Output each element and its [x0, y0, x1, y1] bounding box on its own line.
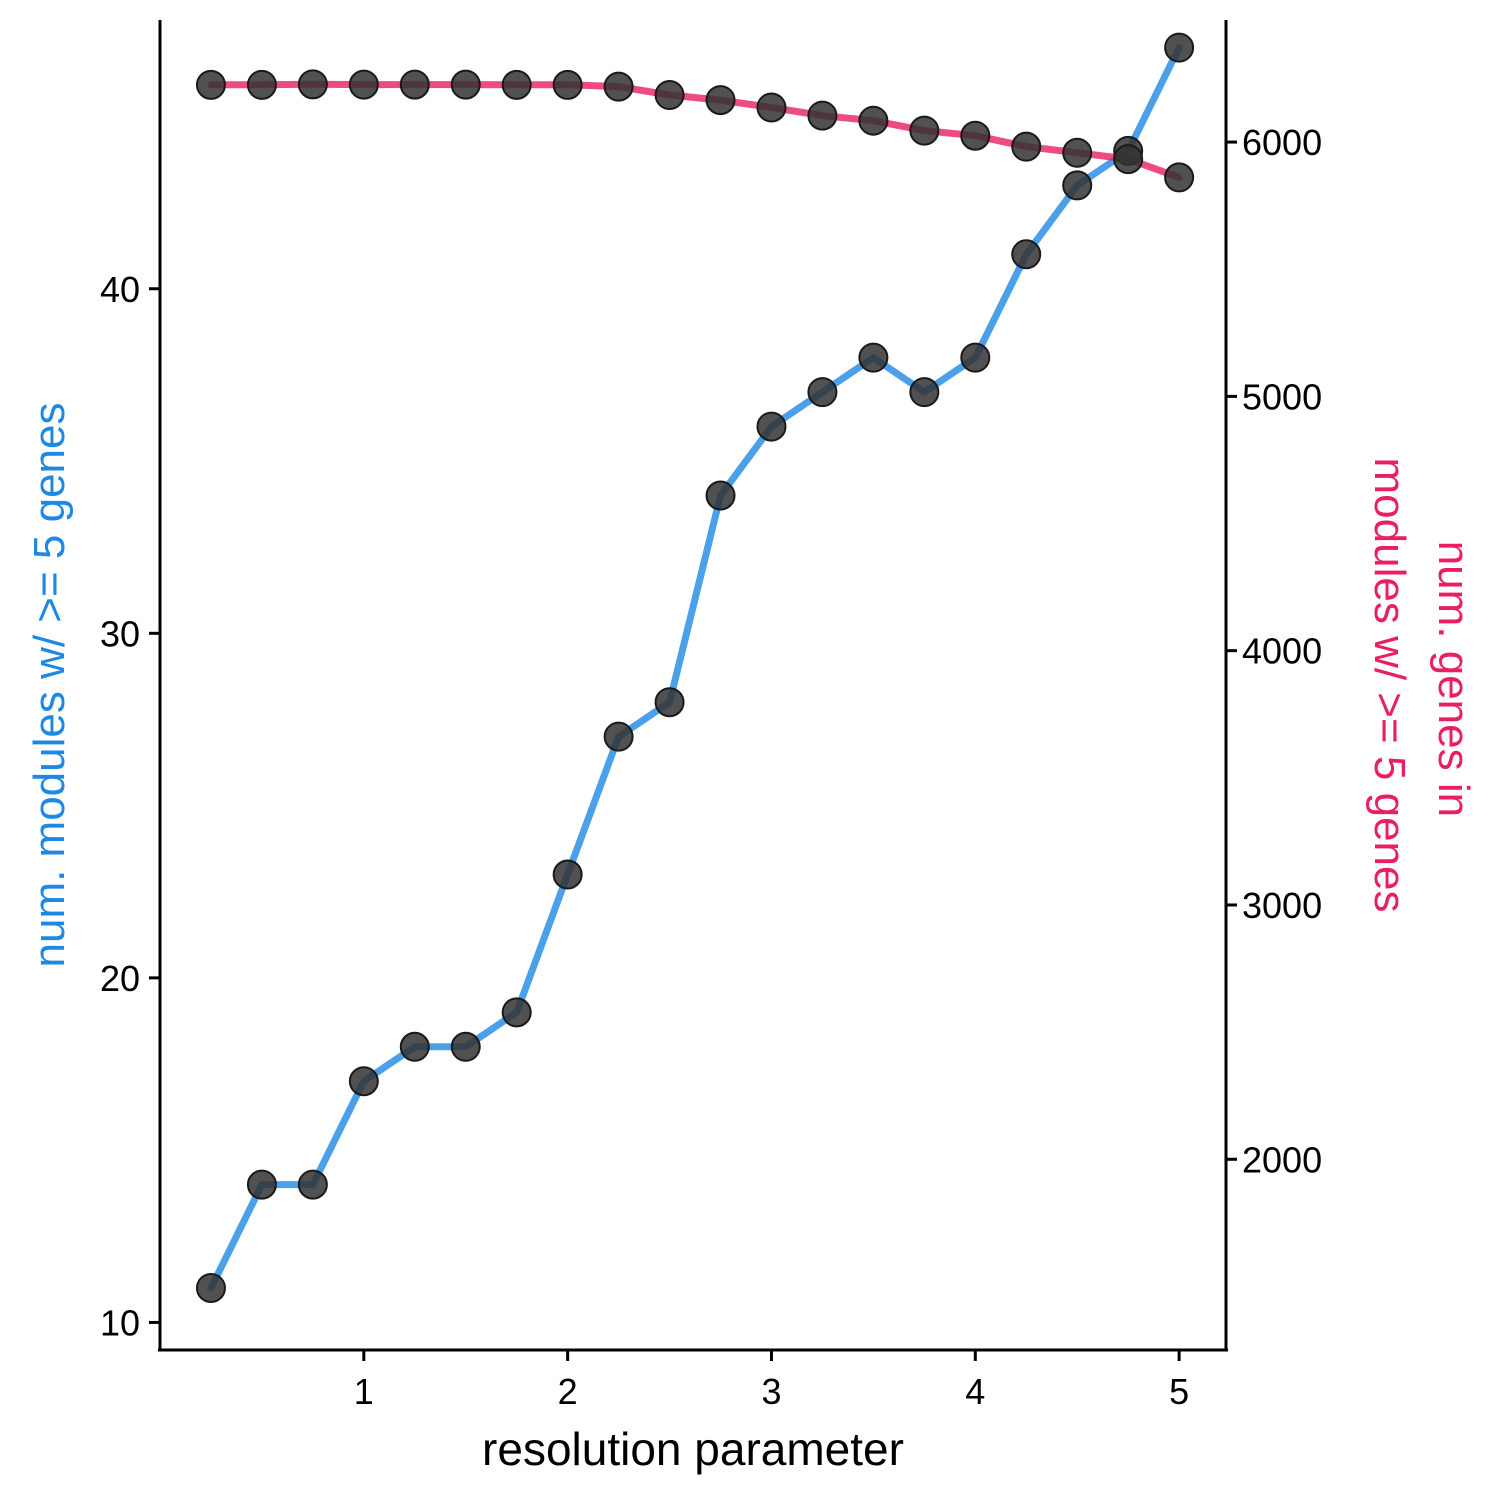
- right-series-line: [207, 80, 1183, 181]
- right-series-point: [705, 85, 736, 116]
- x-tick-label: 4: [965, 1371, 985, 1412]
- left-series-point: [399, 1031, 430, 1062]
- right-y-ticks: 2000 3000 4000 5000 6000: [1226, 122, 1322, 1180]
- right-series-point: [1164, 162, 1195, 193]
- left-y-ticks: 10 20 30 40: [100, 269, 160, 1343]
- right-y-axis-title-line-2: modules w/ >= 5 genes: [1365, 458, 1414, 913]
- axes: [158, 20, 1228, 1352]
- left-series-point: [195, 1272, 226, 1303]
- x-tick-label: 3: [761, 1371, 781, 1412]
- x-tick-label: 1: [354, 1371, 374, 1412]
- left-series-point: [705, 480, 736, 511]
- right-series-point: [807, 100, 838, 131]
- left-series-point: [909, 377, 940, 408]
- x-ticks: 1 2 3 4 5: [354, 1350, 1189, 1412]
- left-series-point: [654, 687, 685, 718]
- right-series-point: [654, 80, 685, 111]
- series-layer: [207, 44, 1183, 1292]
- points-layer: [195, 32, 1195, 1303]
- left-series-point: [960, 342, 991, 373]
- left-y-axis-title: num. modules w/ >= 5 genes: [25, 403, 74, 968]
- right-y-tick-label: 5000: [1242, 376, 1322, 417]
- left-series-point: [603, 721, 634, 752]
- right-series-point: [450, 69, 481, 100]
- right-series-point: [297, 69, 328, 100]
- right-series-point: [960, 120, 991, 151]
- left-y-tick-label: 40: [100, 269, 140, 310]
- x-tick-label: 5: [1169, 1371, 1189, 1412]
- right-y-axis-title: num. genes in modules w/ >= 5 genes: [1365, 458, 1478, 913]
- right-series-point: [246, 69, 277, 100]
- left-series-point: [501, 997, 532, 1028]
- left-series-point: [552, 859, 583, 890]
- right-y-axis-title-line-1: num. genes in: [1429, 541, 1478, 817]
- right-series-point: [756, 92, 787, 123]
- right-series-point: [552, 69, 583, 100]
- left-series-point: [858, 342, 889, 373]
- left-series-point: [450, 1031, 481, 1062]
- left-y-tick-label: 20: [100, 958, 140, 999]
- right-series-point: [501, 69, 532, 100]
- left-series-point: [1011, 239, 1042, 270]
- right-series-point: [1113, 144, 1144, 175]
- right-series-point: [195, 69, 226, 100]
- right-series-point: [1062, 137, 1093, 168]
- left-series-point: [1062, 170, 1093, 201]
- right-y-tick-label: 3000: [1242, 885, 1322, 926]
- left-series-point: [297, 1169, 328, 1200]
- left-series-point: [246, 1169, 277, 1200]
- left-series-point: [756, 411, 787, 442]
- right-series-point: [603, 71, 634, 102]
- right-y-tick-label: 2000: [1242, 1139, 1322, 1180]
- left-series-line: [207, 44, 1183, 1292]
- left-series-point: [1164, 32, 1195, 63]
- right-series-point: [1011, 131, 1042, 162]
- right-series-point: [399, 69, 430, 100]
- right-series-point: [909, 115, 940, 146]
- left-y-tick-label: 30: [100, 613, 140, 654]
- x-axis-title: resolution parameter: [482, 1423, 904, 1475]
- left-series-point: [348, 1066, 379, 1097]
- right-y-tick-label: 6000: [1242, 122, 1322, 163]
- right-y-tick-label: 4000: [1242, 631, 1322, 672]
- right-series-point: [348, 69, 379, 100]
- right-series-point: [858, 105, 889, 136]
- left-series-point: [807, 377, 838, 408]
- x-tick-label: 2: [558, 1371, 578, 1412]
- left-y-tick-label: 10: [100, 1302, 140, 1343]
